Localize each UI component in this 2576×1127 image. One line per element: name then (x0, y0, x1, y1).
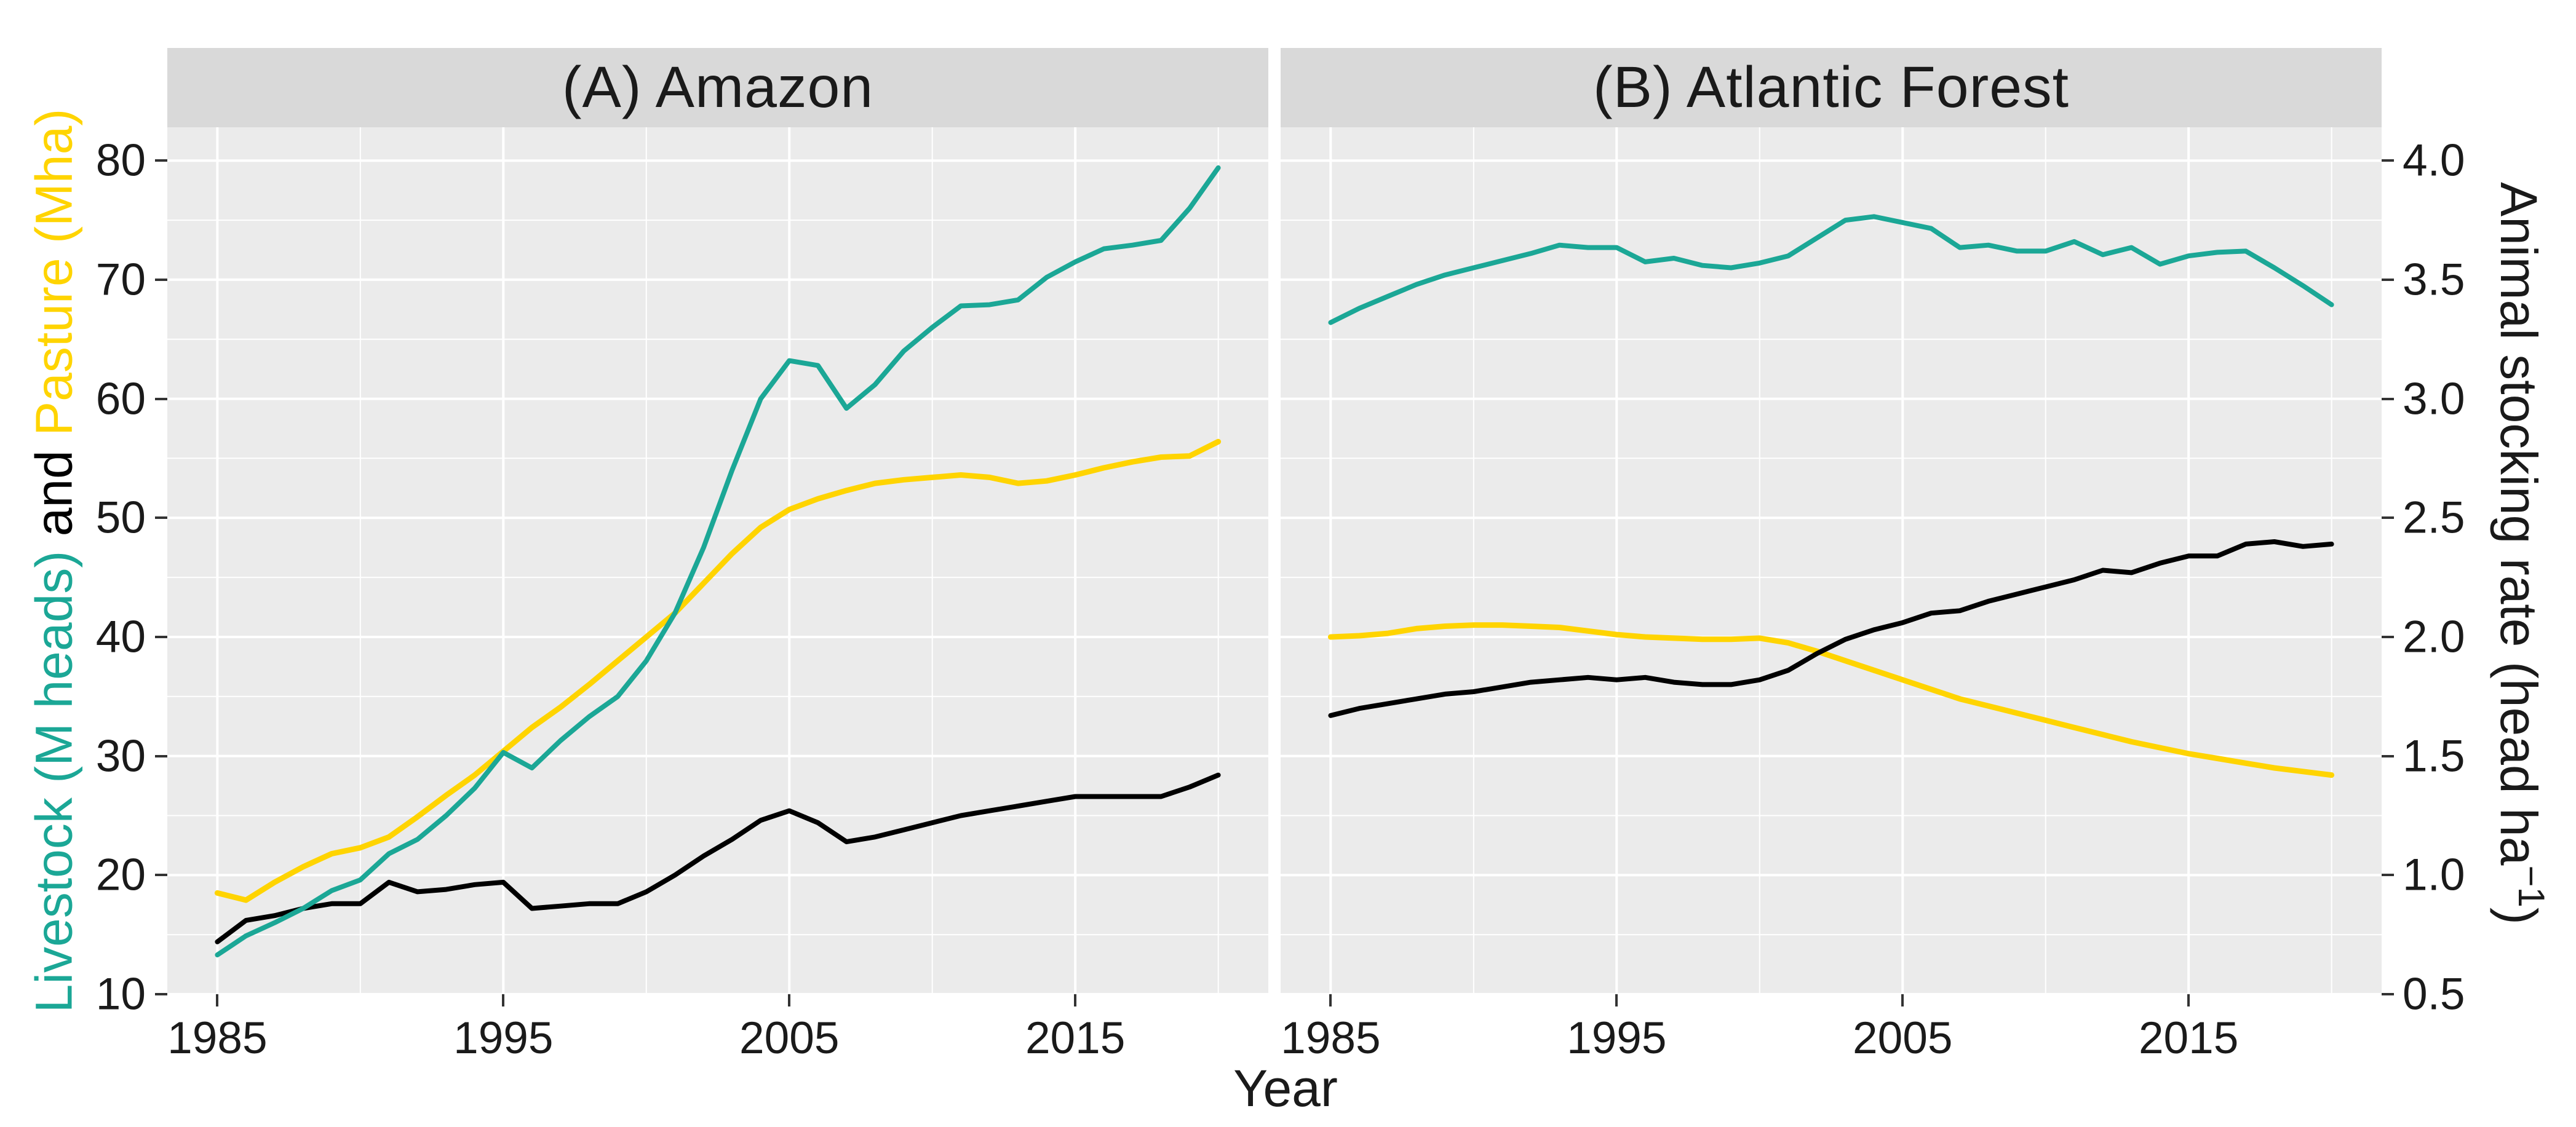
y-right-tick-mark (2382, 874, 2394, 877)
y-right-tick-label: 2.0 (2403, 612, 2465, 662)
y-right-title-superscript: −1 (2511, 865, 2552, 908)
x-axis-tick-label: 2005 (739, 1013, 840, 1063)
y-right-title-text: Animal stocking rate (head ha (2490, 182, 2548, 866)
x-axis-tick-mark (216, 994, 219, 1006)
y-right-tick-mark (2382, 278, 2394, 281)
y-left-tick-label: 70 (95, 255, 146, 305)
y-right-tick-mark (2382, 397, 2394, 400)
y-right-tick-mark (2382, 635, 2394, 638)
y-right-tick-mark (2382, 516, 2394, 520)
panel-atlantic-forest (1281, 127, 2382, 994)
y-left-tick-mark (155, 635, 167, 638)
panel-amazon (167, 127, 1268, 994)
series-line-stocking_black (1328, 539, 2334, 718)
y-left-tick-mark (155, 516, 167, 520)
y-left-tick-label: 50 (95, 492, 146, 543)
x-axis-tick-mark (1329, 994, 1332, 1006)
y-left-tick-mark (155, 993, 167, 995)
facet-strip-atlantic-forest: (B) Atlantic Forest (1281, 48, 2382, 127)
y-right-tick-label: 1.0 (2403, 850, 2465, 900)
y-left-tick-mark (155, 397, 167, 400)
x-axis-tick-mark (1901, 994, 1904, 1006)
y-right-axis-title: Animal stocking rate (head ha−1) (2489, 182, 2553, 925)
x-axis-tick-label: 1995 (1567, 1013, 1667, 1063)
y-right-tick-mark (2382, 754, 2394, 757)
x-axis-tick-mark (1074, 994, 1077, 1006)
x-axis-title: Year (1233, 1059, 1338, 1117)
facet-strip-amazon: (A) Amazon (167, 48, 1268, 127)
y-left-tick-label: 80 (95, 135, 146, 186)
y-left-title-pasture: Pasture (Mha) (25, 108, 83, 436)
y-right-tick-label: 3.5 (2403, 255, 2465, 305)
y-left-tick-mark (155, 874, 167, 877)
y-left-tick-mark (155, 159, 167, 162)
series-line-stocking_black (215, 772, 1221, 944)
y-right-title-close-paren: ) (2490, 907, 2548, 925)
facet-title-amazon: (A) Amazon (562, 55, 874, 120)
y-left-axis-title: Livestock (M heads) and Pasture (Mha) (25, 109, 84, 1013)
x-axis-tick-mark (2187, 994, 2190, 1006)
x-axis-tick-label: 2015 (1025, 1013, 1126, 1063)
y-left-tick-label: 20 (95, 850, 146, 900)
series-line-pasture_yellow (1327, 622, 2335, 778)
y-left-tick-label: 60 (95, 374, 146, 424)
y-right-tick-label: 3.0 (2403, 374, 2465, 424)
y-right-tick-label: 1.5 (2403, 731, 2465, 781)
y-right-tick-label: 0.5 (2403, 969, 2465, 1019)
y-left-tick-mark (155, 754, 167, 757)
y-left-tick-label: 30 (95, 731, 146, 781)
y-right-tick-label: 4.0 (2403, 135, 2465, 186)
x-axis-tick-label: 2015 (2138, 1013, 2239, 1063)
x-axis-tick-mark (1615, 994, 1618, 1006)
y-left-title-and: and (25, 435, 83, 551)
facet-title-atlantic-forest: (B) Atlantic Forest (1593, 55, 2069, 120)
series-line-livestock_teal (1328, 214, 2334, 325)
series-line-livestock_teal (215, 165, 1221, 958)
y-right-tick-label: 2.5 (2403, 492, 2465, 543)
series-line-pasture_yellow (214, 438, 1222, 903)
y-left-tick-mark (155, 278, 167, 281)
y-right-tick-mark (2382, 993, 2394, 995)
x-axis-tick-label: 1985 (1281, 1013, 1381, 1063)
y-right-tick-mark (2382, 159, 2394, 162)
y-left-tick-label: 10 (95, 969, 146, 1019)
x-axis-tick-mark (502, 994, 505, 1006)
y-left-title-livestock: Livestock (M heads) (25, 550, 83, 1013)
y-left-tick-label: 40 (95, 612, 146, 662)
x-axis-tick-label: 1985 (167, 1013, 268, 1063)
x-axis-tick-label: 2005 (1853, 1013, 1953, 1063)
x-axis-tick-label: 1995 (453, 1013, 554, 1063)
x-axis-tick-mark (788, 994, 791, 1006)
